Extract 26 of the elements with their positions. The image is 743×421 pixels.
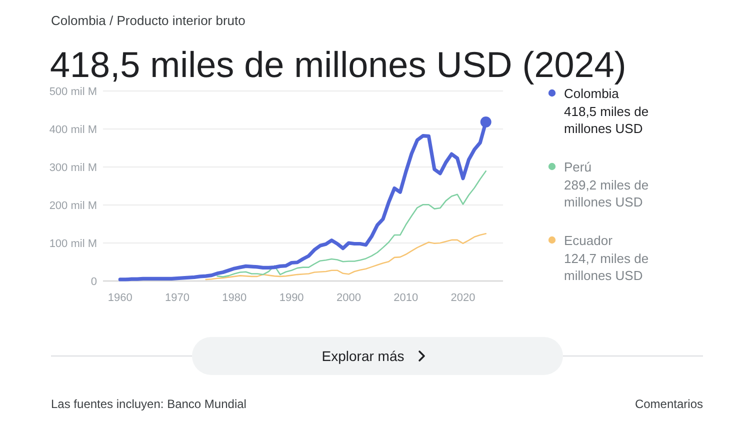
- y-tick-label: 300 mil M: [49, 162, 97, 174]
- text: Comentarios: [634, 397, 703, 411]
- legend-label: Perú: [564, 160, 592, 174]
- x-tick-label: 2020: [450, 292, 476, 304]
- chart-title: 418,5 miles de millones USD (2024): [50, 44, 626, 85]
- chart-subtitle: Colombia / Producto interior bruto: [51, 13, 246, 28]
- y-tick-label: 0: [90, 276, 97, 288]
- y-tick-label: 100 mil M: [49, 238, 97, 250]
- text: 124,7 miles de millones USD: [564, 251, 649, 283]
- x-tick-label: 1960: [108, 292, 132, 304]
- x-tick-label: 2000: [336, 292, 361, 304]
- text: 289,2 miles de millones USD: [564, 178, 649, 210]
- line-series: [216, 170, 487, 278]
- y-tick-label: 500 mil M: [49, 86, 97, 98]
- text: Explorar más: [322, 348, 404, 364]
- x-tick-label: 2010: [394, 292, 418, 304]
- x-tick-label: 1970: [165, 292, 190, 304]
- line-series: [205, 232, 487, 280]
- legend-label: Ecuador: [564, 233, 614, 248]
- legend-label: Colombia: [564, 86, 620, 101]
- y-tick-label: 200 mil M: [49, 200, 97, 212]
- text: 418,5 miles de millones USD: [564, 104, 649, 136]
- x-tick-label: 1990: [279, 292, 304, 304]
- text: Las fuentes incluyen: Banco Mundial: [51, 397, 246, 411]
- y-tick-label: 400 mil M: [49, 124, 97, 136]
- x-tick-label: 1980: [222, 292, 247, 304]
